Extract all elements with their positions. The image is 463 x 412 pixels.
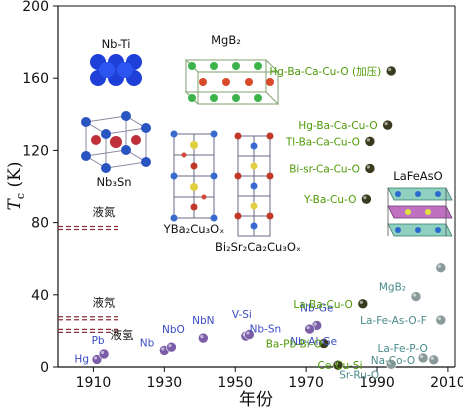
data-label: Bi-sr-Ca-Cu-O (289, 163, 360, 175)
structure-label-lafeaso: LaFeAsO (393, 169, 442, 183)
x-tick-label: 1910 (76, 375, 112, 391)
x-tick-label: 1970 (288, 375, 324, 391)
data-label: Pb (92, 335, 105, 347)
data-point-highlight (168, 344, 172, 348)
data-point (364, 163, 376, 174)
nb3sn-atoms (81, 111, 151, 173)
y-tick-label: 120 (22, 143, 49, 159)
y-tick-label: 160 (22, 71, 49, 87)
data-point-highlight (366, 165, 371, 169)
structure-label-nbti: Nb-Ti (102, 37, 131, 51)
data-label: Nb-Ge (300, 302, 333, 314)
data-point-highlight (384, 122, 388, 126)
y-tick-label: 40 (31, 288, 49, 304)
data-label: La-Fe-As-O-F (360, 315, 427, 327)
data-points (91, 65, 447, 371)
structure-ybco: YBa₂Cu₃Oₓ (163, 130, 225, 236)
reference-label-2: 液氖 (93, 295, 116, 309)
y-tick-label: 0 (40, 360, 49, 376)
data-label: Ba-Pb-Bi-O (266, 339, 322, 351)
lafeaso-atoms (395, 191, 441, 233)
data-label: Hg-Ba-Ca-Cu-O (298, 120, 377, 132)
data-point (364, 136, 376, 147)
data-label: NbO (162, 324, 185, 336)
data-point-highlight (388, 67, 392, 72)
structure-bscco: Bi₂Sr₂Ca₂Cu₃Oₓ (215, 132, 301, 254)
data-point-highlight (419, 354, 424, 359)
x-tick-label: 1930 (147, 375, 183, 391)
data-label: Nb (140, 337, 155, 349)
x-axis-title: 年份 (239, 390, 273, 410)
ybco-atoms (170, 130, 218, 222)
structure-mgb2: MgB₂ (184, 33, 280, 105)
x-ticks: 1910 1930 1950 1970 1990 2010 (76, 367, 463, 391)
data-label: V-Si (232, 309, 252, 321)
data-label: La-Ba-Cu-O (293, 299, 352, 311)
data-point-highlight (412, 293, 417, 297)
data-point-highlight (161, 347, 165, 351)
data-point-highlight (246, 331, 250, 335)
data-point (357, 298, 369, 310)
data-label: La-Fe-P-O (377, 343, 427, 355)
structure-label-ybco: YBa₂Cu₃Oₓ (163, 222, 225, 236)
reference-label-1: 液氮 (93, 205, 116, 219)
structure-nbti: Nb-Ti (90, 37, 142, 86)
structure-label-bscco: Bi₂Sr₂Ca₂Cu₃Oₓ (215, 240, 301, 254)
y-tick-label: 80 (31, 216, 49, 232)
structure-lafeaso: LaFeAsO (387, 169, 453, 237)
data-point (410, 291, 422, 302)
x-tick-label: 2010 (430, 375, 463, 391)
data-point-highlight (430, 356, 434, 360)
data-point (435, 314, 447, 326)
data-label: Hg-Ba-Ca-Cu-O (加压) (269, 66, 381, 78)
data-point-highlight (100, 350, 105, 355)
data-point-highlight (366, 138, 371, 142)
data-point-highlight (437, 264, 441, 268)
data-point-highlight (320, 340, 324, 344)
mgb2-atoms (188, 62, 274, 102)
data-label: Y-Ba-Cu-O (303, 194, 356, 206)
data-point-highlight (313, 322, 317, 326)
data-point-highlight (363, 196, 367, 200)
data-point (361, 193, 372, 205)
data-label: Nb-Sn (250, 324, 282, 336)
data-point-highlight (306, 325, 310, 330)
bscco-atoms (234, 132, 274, 230)
structure-label-nb3sn: Nb₃Sn (96, 175, 131, 189)
data-point-highlight (334, 362, 339, 366)
data-label: MgB₂ (379, 282, 406, 294)
data-label: NbN (192, 315, 214, 327)
data-point-highlight (437, 316, 441, 321)
data-point-highlight (388, 361, 392, 365)
nbti-atom-cluster (90, 54, 142, 86)
data-label: Nb-Al-Ge (290, 336, 337, 348)
data-point-highlight (200, 335, 204, 339)
data-label: Ce-Cu-Si (318, 360, 363, 372)
data-label: Sr-Ru-O (339, 369, 379, 381)
data-point (304, 323, 315, 335)
x-tick-label: 1950 (217, 375, 253, 391)
data-point-highlight (359, 300, 363, 304)
data-label: Na-Co-O (371, 355, 415, 367)
data-point (385, 65, 397, 77)
data-point (428, 354, 440, 366)
data-point (435, 262, 447, 274)
data-point-highlight (93, 356, 98, 360)
structure-nb3sn: Nb₃Sn (81, 111, 151, 189)
y-ticks: 0 40 80 120 160 200 (22, 0, 58, 376)
data-label: Tl-Ba-Ca-Cu-O (285, 136, 360, 148)
x-tick-label: 1990 (359, 375, 395, 391)
data-point (382, 119, 393, 131)
data-point (166, 341, 177, 353)
data-point (98, 348, 110, 360)
data-point (198, 332, 209, 344)
y-tick-label: 200 (22, 0, 49, 15)
structure-label-mgb2: MgB₂ (211, 33, 241, 47)
reference-label-3: 液氢 (111, 328, 134, 342)
y-axis-title: Tc (K) (5, 162, 27, 211)
data-label: Hg (74, 353, 89, 365)
